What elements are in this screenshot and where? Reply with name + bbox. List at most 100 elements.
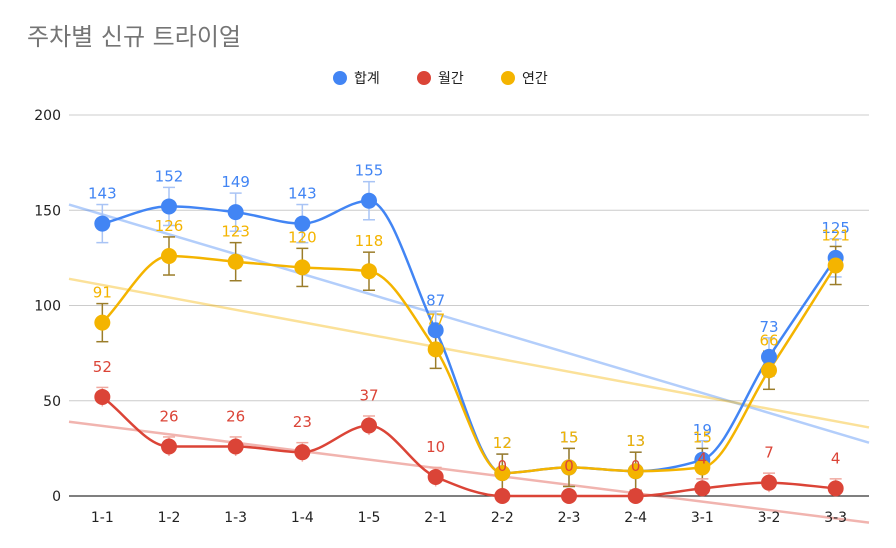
data-point — [427, 322, 444, 339]
data-point — [227, 253, 244, 270]
legend-label: 월간 — [438, 71, 464, 87]
data-label: 155 — [355, 162, 384, 180]
data-point — [561, 459, 577, 476]
data-point — [694, 459, 711, 476]
x-tick-label: 1-3 — [224, 510, 247, 526]
x-axis-ticks: 1-1 1-2 1-3 1-4 1-5 2-1 2-2 2-3 2-4 3-1 3-2 3-3 — [91, 510, 847, 526]
data-point — [827, 257, 844, 274]
error-bars — [96, 180, 842, 496]
data-point — [761, 362, 777, 379]
data-point — [227, 204, 244, 221]
data-point — [827, 480, 844, 497]
data-point — [627, 488, 644, 504]
legend-label: 합계 — [354, 71, 380, 87]
x-tick-label: 3-2 — [758, 510, 781, 526]
data-label: 0 — [564, 457, 574, 475]
trendlines — [68, 203, 870, 524]
data-label: 123 — [221, 223, 250, 241]
data-point — [427, 341, 444, 358]
data-labels: 143 152 149 143 155 87 12 15 13 19 73 125 91 126 123 12… — [88, 162, 850, 475]
x-tick-label: 2-1 — [424, 510, 447, 526]
data-point — [94, 215, 111, 232]
data-point — [227, 438, 244, 455]
data-label: 12 — [493, 434, 512, 452]
x-tick-label: 3-3 — [824, 510, 847, 526]
data-label: 0 — [498, 457, 508, 475]
legend-label: 연간 — [522, 71, 548, 87]
x-tick-label: 1-1 — [91, 510, 114, 526]
data-point — [94, 388, 111, 405]
trendline — [68, 277, 870, 429]
data-label: 126 — [155, 217, 184, 235]
data-point — [694, 480, 711, 497]
data-point — [161, 438, 177, 455]
x-tick-label: 2-3 — [558, 510, 581, 526]
data-label: 4 — [698, 449, 708, 467]
y-tick-label: 100 — [34, 299, 61, 315]
data-point — [427, 468, 444, 485]
data-label: 73 — [759, 318, 778, 336]
data-label: 0 — [631, 457, 641, 475]
series-line — [101, 199, 837, 475]
data-label: 13 — [626, 432, 645, 450]
data-label: 19 — [693, 421, 712, 439]
data-label: 143 — [288, 185, 317, 203]
series-lines — [101, 199, 837, 498]
data-label: 143 — [88, 185, 117, 203]
trendline — [68, 203, 870, 444]
legend-marker — [501, 71, 515, 85]
data-point — [761, 474, 777, 491]
data-label: 125 — [821, 219, 850, 237]
data-point — [294, 215, 311, 232]
data-label: 52 — [93, 358, 112, 376]
data-label: 10 — [426, 438, 445, 456]
data-point — [294, 259, 311, 276]
data-label: 23 — [293, 413, 312, 431]
data-point — [94, 314, 111, 331]
data-label: 120 — [288, 228, 317, 246]
x-tick-label: 1-2 — [158, 510, 181, 526]
data-label: 15 — [693, 428, 712, 446]
x-tick-label: 1-5 — [358, 510, 381, 526]
legend-marker — [417, 71, 431, 85]
data-label: 66 — [759, 331, 778, 349]
data-label: 91 — [93, 284, 112, 302]
data-label: 152 — [155, 167, 184, 185]
data-label: 4 — [831, 449, 841, 467]
legend-marker — [333, 71, 347, 85]
chart-title: 주차별 신규 트라이얼 — [27, 23, 241, 51]
data-label: 121 — [821, 226, 850, 244]
data-label: 149 — [221, 173, 250, 191]
x-tick-label: 1-4 — [291, 510, 314, 526]
data-point — [494, 465, 511, 482]
data-label: 26 — [159, 407, 178, 425]
data-label: 118 — [355, 232, 384, 250]
data-points — [94, 192, 844, 504]
x-tick-label: 2-2 — [491, 510, 514, 526]
x-tick-label: 3-1 — [691, 510, 714, 526]
data-point — [161, 198, 177, 215]
grid — [69, 114, 869, 497]
data-label: 7 — [764, 444, 774, 462]
data-point — [161, 247, 177, 264]
data-point — [361, 417, 377, 434]
data-point — [561, 488, 577, 504]
data-label: 26 — [226, 407, 245, 425]
data-label: 13 — [626, 432, 645, 450]
data-point — [761, 348, 777, 365]
y-tick-label: 200 — [34, 108, 61, 124]
y-tick-label: 150 — [34, 203, 61, 219]
data-label: 87 — [426, 291, 445, 309]
y-tick-label: 0 — [52, 489, 61, 505]
x-tick-label: 2-4 — [624, 510, 647, 526]
data-label: 77 — [426, 310, 445, 328]
data-point — [494, 488, 511, 504]
y-tick-label: 50 — [43, 394, 61, 410]
data-label: 15 — [559, 428, 578, 446]
data-point — [361, 263, 377, 280]
data-point — [361, 192, 377, 209]
data-label: 12 — [493, 434, 512, 452]
data-label: 37 — [359, 387, 378, 405]
legend: 합계 월간 연간 — [333, 71, 548, 87]
